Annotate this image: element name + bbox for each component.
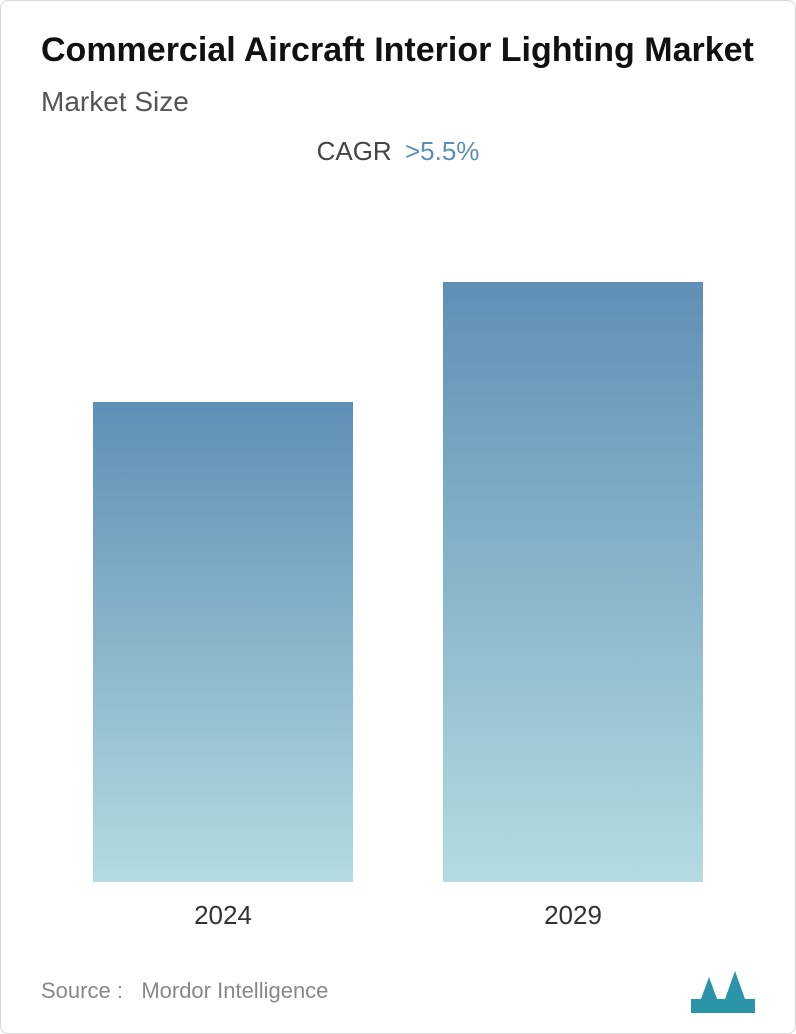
bar-group-0: 2024 bbox=[93, 402, 353, 961]
bar-2029 bbox=[443, 282, 703, 882]
source-text: Source : Mordor Intelligence bbox=[41, 978, 328, 1004]
chart-card: Commercial Aircraft Interior Lighting Ma… bbox=[1, 1, 795, 1033]
bar-group-1: 2029 bbox=[443, 282, 703, 961]
source-name: Mordor Intelligence bbox=[141, 978, 328, 1003]
cagr-label: CAGR bbox=[317, 136, 392, 166]
cagr-value: >5.5% bbox=[405, 136, 479, 166]
mordor-logo-icon bbox=[691, 969, 755, 1013]
bar-2024 bbox=[93, 402, 353, 882]
bar-label-0: 2024 bbox=[194, 900, 252, 931]
cagr-row: CAGR >5.5% bbox=[41, 136, 755, 167]
footer: Source : Mordor Intelligence bbox=[41, 961, 755, 1013]
bar-chart: 2024 2029 bbox=[41, 177, 755, 962]
chart-title: Commercial Aircraft Interior Lighting Ma… bbox=[41, 29, 755, 72]
chart-subtitle: Market Size bbox=[41, 86, 755, 118]
source-label: Source : bbox=[41, 978, 123, 1003]
bar-label-1: 2029 bbox=[544, 900, 602, 931]
